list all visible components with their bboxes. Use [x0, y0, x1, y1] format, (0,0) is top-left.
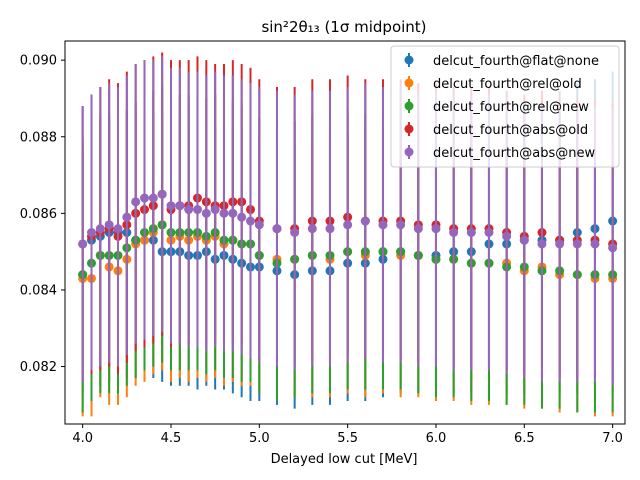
- data-point: [378, 220, 388, 230]
- data-point: [272, 224, 282, 234]
- y-tick-label: 0.082: [20, 360, 57, 375]
- data-point: [95, 224, 105, 234]
- legend-marker: [404, 78, 414, 88]
- data-point: [86, 228, 96, 237]
- data-point: [519, 235, 529, 245]
- legend-label: delcut_fourth@abs@new: [433, 146, 596, 161]
- data-point: [396, 220, 406, 230]
- x-tick-label: 6.5: [514, 431, 535, 446]
- data-point: [608, 243, 618, 253]
- data-point: [590, 239, 600, 249]
- data-point: [113, 224, 123, 234]
- data-point: [237, 212, 247, 222]
- data-point: [219, 208, 229, 218]
- x-axis: 4.0 4.5 5.0 5.5 6.0 6.5 7.0: [72, 424, 623, 446]
- data-point: [175, 201, 185, 211]
- data-point: [413, 224, 423, 234]
- data-point: [290, 228, 300, 237]
- data-point: [184, 205, 194, 215]
- x-tick-label: 7.0: [602, 431, 623, 446]
- x-tick-label: 5.5: [337, 431, 358, 446]
- data-point: [201, 208, 211, 218]
- legend-label: delcut_fourth@rel@new: [433, 100, 589, 115]
- y-tick-label: 0.086: [20, 207, 57, 222]
- legend-marker: [404, 147, 414, 157]
- data-point: [122, 212, 132, 222]
- data-point: [192, 205, 202, 215]
- plot-frame: [64, 40, 626, 425]
- legend: delcut_fourth@flat@none delcut_fourth@rel…: [390, 45, 620, 168]
- data-point: [466, 228, 476, 237]
- data-point: [555, 239, 565, 249]
- data-point: [343, 220, 353, 230]
- data-point: [572, 239, 582, 249]
- y-tick-label: 0.088: [20, 130, 57, 145]
- data-point: [139, 193, 149, 203]
- data-point: [157, 189, 167, 199]
- legend-box: [390, 45, 620, 168]
- data-point: [502, 231, 512, 241]
- legend-label: delcut_fourth@flat@none: [433, 54, 599, 69]
- x-axis-label: Delayed low cut [MeV]: [271, 452, 418, 467]
- data-point: [537, 239, 547, 249]
- x-tick-label: 4.0: [72, 431, 93, 446]
- legend-marker: [404, 55, 414, 65]
- data-point: [228, 208, 238, 218]
- plot-marks: [78, 52, 618, 417]
- x-tick-label: 5.0: [249, 431, 270, 446]
- data-point: [325, 224, 335, 234]
- data-point: [104, 220, 114, 230]
- legend-marker: [404, 101, 414, 111]
- y-axis: 0.082 0.084 0.086 0.088 0.090: [20, 54, 65, 375]
- legend-label: delcut_fourth@rel@old: [433, 77, 582, 92]
- y-tick-label: 0.090: [20, 54, 57, 69]
- x-tick-label: 4.5: [161, 431, 182, 446]
- legend-label: delcut_fourth@abs@old: [433, 123, 588, 138]
- data-point: [166, 201, 176, 211]
- data-point: [78, 239, 88, 249]
- data-point: [484, 228, 494, 237]
- data-point: [360, 216, 370, 226]
- data-point: [449, 228, 459, 237]
- chart-title: sin²2θ₁₃ (1σ midpoint): [261, 18, 426, 36]
- data-point: [431, 224, 441, 234]
- x-tick-label: 6.0: [426, 431, 447, 446]
- data-point: [254, 220, 264, 230]
- data-point: [307, 224, 317, 234]
- legend-marker: [404, 124, 414, 134]
- y-tick-label: 0.084: [20, 283, 57, 298]
- data-point: [148, 193, 158, 203]
- data-point: [245, 216, 255, 226]
- data-point: [210, 205, 220, 215]
- data-point: [131, 197, 141, 207]
